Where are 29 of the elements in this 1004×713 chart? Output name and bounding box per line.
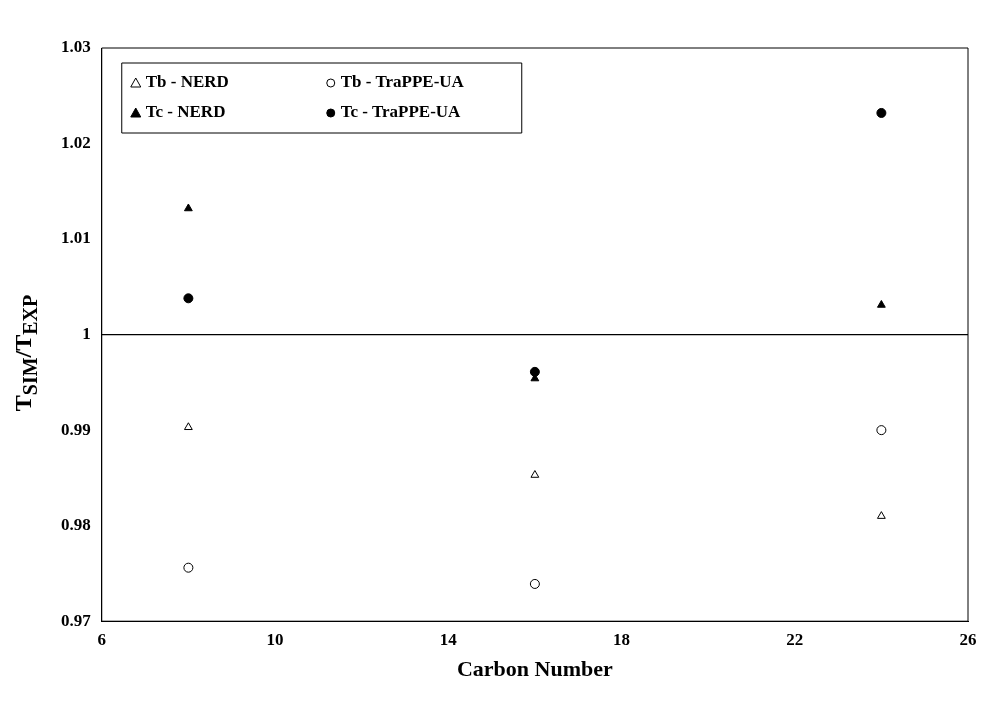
legend-label: Tb - TraPPE-UA [340, 72, 465, 92]
legend-label: Tc - NERD [145, 102, 226, 122]
point [183, 422, 193, 431]
point [530, 470, 540, 478]
point [876, 299, 886, 308]
point [529, 578, 540, 589]
y-tick-label: 1.03 [61, 37, 91, 57]
x-tick-label: 14 [439, 629, 458, 649]
x-tick-label: 26 [959, 629, 977, 649]
point [183, 293, 194, 304]
legend-label: Tb - NERD [145, 72, 229, 92]
y-tick-label: 1 [82, 323, 91, 343]
y-tick-label: 0.99 [61, 419, 91, 439]
x-axis-title: Carbon Number [456, 656, 614, 682]
legend-label: Tc - TraPPE-UA [340, 102, 462, 122]
point [529, 366, 540, 377]
x-tick-label: 22 [786, 629, 804, 649]
y-tick-label: 0.98 [61, 515, 91, 535]
x-tick-label: 18 [613, 629, 630, 649]
y-tick-label: 0.97 [61, 610, 92, 630]
point [876, 107, 887, 118]
y-tick-label: 1.01 [61, 228, 91, 248]
x-tick-label: 6 [97, 629, 106, 649]
x-tick-label: 10 [266, 629, 284, 649]
point [183, 203, 193, 212]
point [876, 425, 887, 436]
point [876, 511, 886, 519]
point [183, 562, 194, 573]
y-tick-label: 1.02 [61, 132, 91, 152]
